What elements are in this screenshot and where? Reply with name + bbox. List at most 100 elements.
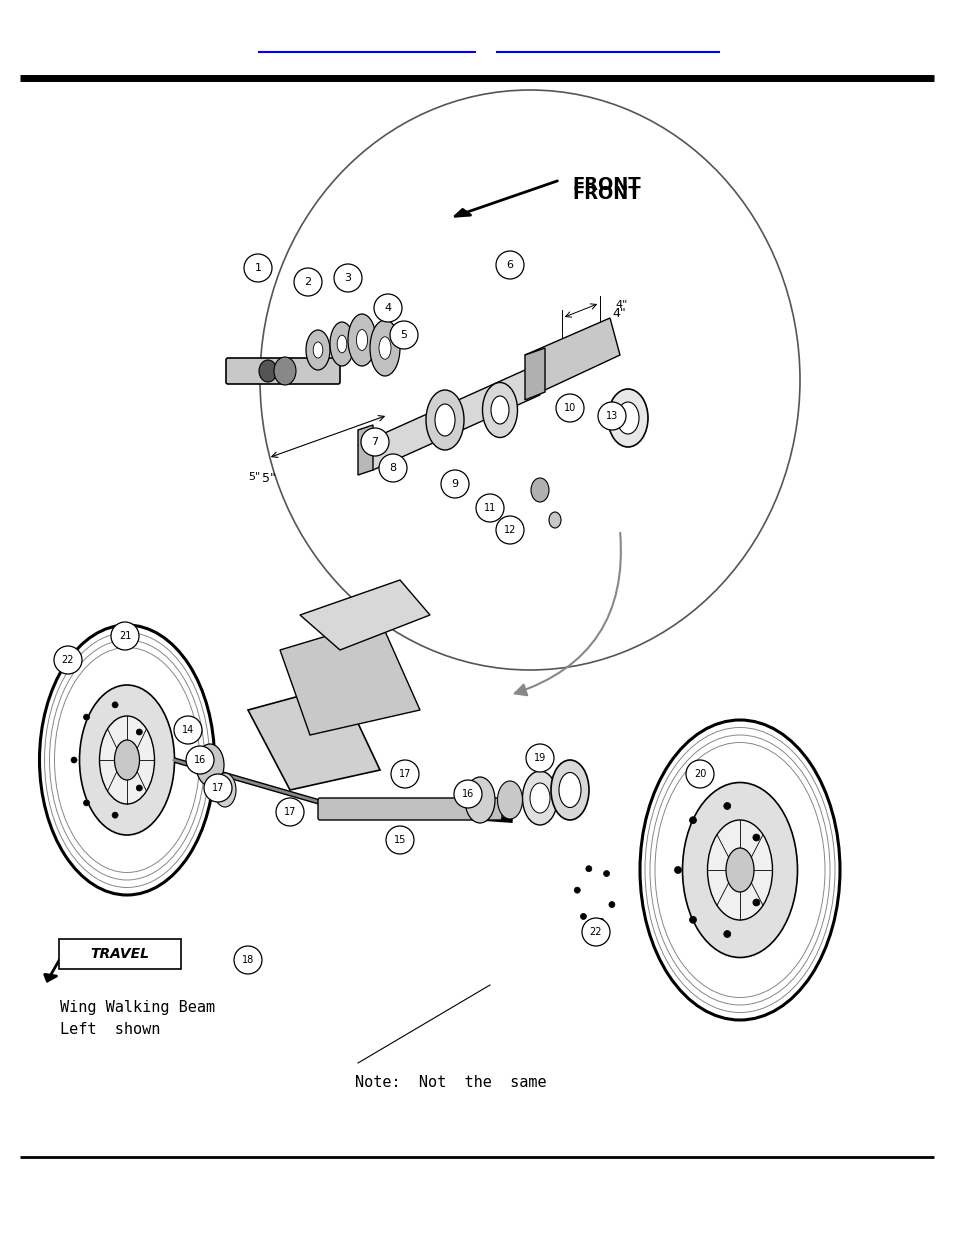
Text: FRONT: FRONT	[572, 185, 640, 203]
Ellipse shape	[330, 322, 354, 366]
Circle shape	[440, 471, 469, 498]
Ellipse shape	[551, 760, 588, 820]
Ellipse shape	[639, 720, 840, 1020]
Ellipse shape	[464, 777, 495, 823]
Circle shape	[496, 516, 523, 543]
Circle shape	[244, 254, 272, 282]
Text: 5: 5	[400, 330, 407, 340]
Text: 17: 17	[212, 783, 224, 793]
Circle shape	[674, 867, 680, 873]
FancyBboxPatch shape	[317, 798, 501, 820]
Text: 20: 20	[693, 769, 705, 779]
Circle shape	[752, 899, 760, 906]
Ellipse shape	[79, 685, 174, 835]
Circle shape	[752, 834, 760, 841]
Ellipse shape	[497, 781, 522, 819]
Circle shape	[111, 622, 139, 650]
Text: 21: 21	[119, 631, 132, 641]
Circle shape	[689, 916, 696, 924]
Text: 2: 2	[304, 277, 312, 287]
Ellipse shape	[378, 337, 391, 359]
Circle shape	[84, 714, 90, 720]
Ellipse shape	[370, 320, 399, 375]
Ellipse shape	[336, 335, 347, 353]
Polygon shape	[248, 685, 379, 790]
Text: 7: 7	[371, 437, 378, 447]
Text: TRAVEL: TRAVEL	[91, 947, 150, 961]
Text: 3: 3	[344, 273, 351, 283]
Circle shape	[233, 946, 262, 974]
Circle shape	[136, 729, 142, 735]
Text: 10: 10	[563, 403, 576, 412]
Text: 4: 4	[384, 303, 391, 312]
Circle shape	[374, 294, 401, 322]
Circle shape	[579, 914, 586, 919]
FancyArrowPatch shape	[515, 532, 620, 695]
Circle shape	[723, 803, 730, 809]
Circle shape	[556, 394, 583, 422]
Ellipse shape	[114, 740, 139, 781]
Polygon shape	[524, 348, 544, 400]
Ellipse shape	[530, 783, 550, 813]
Text: 17: 17	[398, 769, 411, 779]
Circle shape	[360, 429, 389, 456]
Circle shape	[112, 813, 118, 818]
Text: 11: 11	[483, 503, 496, 513]
Ellipse shape	[258, 359, 276, 382]
Text: 4": 4"	[612, 308, 625, 320]
Text: 15: 15	[394, 835, 406, 845]
Text: 6: 6	[506, 261, 513, 270]
Text: Note:  Not  the  same: Note: Not the same	[355, 1074, 546, 1091]
Circle shape	[112, 701, 118, 708]
Ellipse shape	[348, 314, 375, 366]
Text: 13: 13	[605, 411, 618, 421]
Ellipse shape	[681, 783, 797, 957]
Text: 8: 8	[389, 463, 396, 473]
Circle shape	[454, 781, 481, 808]
Circle shape	[496, 251, 523, 279]
Text: Wing Walking Beam: Wing Walking Beam	[60, 1000, 214, 1015]
Ellipse shape	[195, 743, 224, 785]
Circle shape	[574, 887, 579, 893]
Circle shape	[723, 930, 730, 937]
Circle shape	[386, 826, 414, 853]
Ellipse shape	[426, 390, 463, 450]
Text: 5": 5"	[248, 472, 260, 482]
Circle shape	[84, 800, 90, 806]
Circle shape	[275, 798, 304, 826]
Circle shape	[186, 746, 213, 774]
Text: 12: 12	[503, 525, 516, 535]
Text: 22: 22	[589, 927, 601, 937]
Text: 1: 1	[254, 263, 261, 273]
Text: FRONT: FRONT	[572, 177, 640, 194]
Text: 4": 4"	[615, 300, 627, 310]
Circle shape	[391, 760, 418, 788]
Circle shape	[294, 268, 322, 296]
Ellipse shape	[39, 625, 214, 895]
Circle shape	[585, 866, 591, 872]
Circle shape	[390, 321, 417, 350]
Circle shape	[71, 757, 77, 763]
Circle shape	[685, 760, 713, 788]
Circle shape	[689, 816, 696, 824]
Circle shape	[378, 454, 407, 482]
FancyBboxPatch shape	[59, 939, 181, 969]
Ellipse shape	[548, 513, 560, 529]
Circle shape	[476, 494, 503, 522]
Polygon shape	[524, 317, 619, 390]
Circle shape	[173, 716, 202, 743]
Ellipse shape	[491, 396, 509, 424]
Text: 9: 9	[451, 479, 458, 489]
Ellipse shape	[435, 404, 455, 436]
Circle shape	[136, 785, 142, 790]
Text: 14: 14	[182, 725, 193, 735]
Ellipse shape	[617, 403, 639, 433]
Polygon shape	[280, 620, 419, 735]
Ellipse shape	[213, 773, 235, 806]
Ellipse shape	[482, 383, 517, 437]
Circle shape	[334, 264, 361, 291]
FancyBboxPatch shape	[226, 358, 339, 384]
Ellipse shape	[274, 357, 295, 385]
Circle shape	[598, 919, 603, 924]
Text: Left  shown: Left shown	[60, 1023, 160, 1037]
